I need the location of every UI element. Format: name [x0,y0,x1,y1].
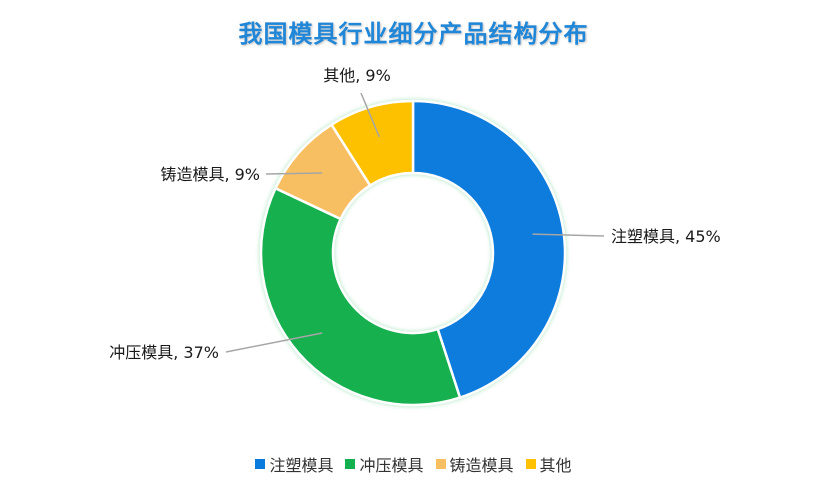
data-label-3: 其他, 9% [323,66,391,85]
legend-label-0: 注塑模具 [269,456,334,475]
legend-swatch-2 [435,459,446,469]
slice-0 [411,99,567,400]
legend-swatch-0 [255,459,266,469]
data-label-0: 注塑模具, 45% [611,227,721,246]
leader-line-2 [265,172,323,175]
legend-swatch-3 [525,459,536,469]
slice-3 [329,99,415,188]
legend-swatch-1 [345,459,356,469]
legend-item-3: 其他 [525,452,572,476]
data-label-2: 铸造模具, 9% [160,165,260,184]
legend-item-1: 冲压模具 [345,452,424,476]
leader-lines [225,92,605,353]
slices-group [259,99,567,407]
leader-line-1 [225,332,323,353]
leader-line-0 [532,233,605,237]
legend-item-0: 注塑模具 [255,452,333,476]
data-label-1: 冲压模具, 37% [109,343,219,362]
legend-item-2: 铸造模具 [435,452,514,476]
legend-label-1: 冲压模具 [359,456,424,475]
legend-label-3: 其他 [539,456,572,475]
leader-line-3 [360,92,380,138]
legend-label-2: 铸造模具 [449,456,514,475]
slice-1 [259,186,462,407]
chart-title: 我国模具行业细分产品结构分布 [238,20,589,48]
data-labels: 注塑模具, 45% 冲压模具, 37% 铸造模具, 9% 其他, 9% [109,66,721,362]
legend: 注塑模具 冲压模具 铸造模具 其他 [0,452,827,476]
